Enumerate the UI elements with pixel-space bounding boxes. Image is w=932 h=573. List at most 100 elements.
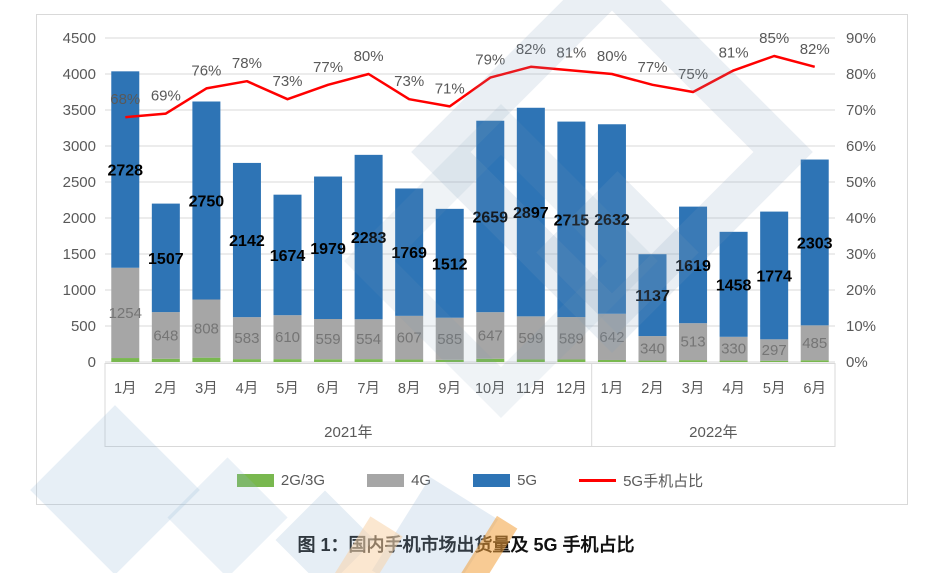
bar-segment-2g3g bbox=[354, 359, 383, 362]
legend-item-4g: 4G bbox=[367, 472, 431, 489]
bar-value-label-5g: 2283 bbox=[351, 230, 387, 247]
bar-segment-4g bbox=[232, 317, 261, 360]
bar-value-label-4g: 607 bbox=[397, 330, 422, 347]
bar-segment-2g3g bbox=[800, 360, 829, 362]
legend-label-2g3g: 2G/3G bbox=[280, 471, 326, 489]
axis-tick-label-left: 500 bbox=[71, 318, 96, 335]
bar-segment-5g bbox=[719, 231, 748, 337]
bar-segment-5g bbox=[435, 208, 464, 318]
axis-tick-label-left: 2500 bbox=[63, 174, 96, 191]
bar-segment-4g bbox=[516, 316, 545, 360]
x-axis-month-label: 3月 bbox=[195, 381, 218, 397]
bar-value-label-4g: 808 bbox=[194, 321, 219, 338]
axis-tick-label-left: 3500 bbox=[63, 102, 96, 119]
bar-segment-2g3g bbox=[111, 358, 140, 362]
bar-value-label-4g: 642 bbox=[599, 329, 624, 346]
bar-value-label-5g: 1507 bbox=[148, 251, 184, 268]
axis-tick-label-left: 0 bbox=[88, 354, 96, 371]
bar-value-label-5g: 2659 bbox=[472, 209, 508, 226]
bar-value-label-4g: 554 bbox=[356, 331, 381, 348]
bar-segment-5g bbox=[395, 188, 424, 316]
axis-tick-label-right: 60% bbox=[846, 138, 876, 155]
bar-segment-2g3g bbox=[516, 359, 545, 362]
bar-segment-2g3g bbox=[232, 359, 261, 362]
line-point-label: 71% bbox=[435, 80, 465, 97]
line-point-label: 80% bbox=[354, 48, 384, 65]
legend-label-5g: 5G bbox=[517, 471, 538, 489]
legend-item-5g-share: 5G手机占比 bbox=[579, 470, 703, 491]
line-point-label: 80% bbox=[597, 48, 627, 65]
line-point-label: 82% bbox=[516, 41, 546, 58]
bar-segment-2g3g bbox=[273, 359, 302, 362]
bar-value-label-4g: 599 bbox=[518, 330, 543, 347]
bar-value-label-5g: 1619 bbox=[675, 258, 711, 275]
bar-value-label-4g: 583 bbox=[234, 330, 259, 347]
legend-label-4g: 4G bbox=[411, 471, 432, 489]
bar-segment-2g3g bbox=[192, 357, 221, 362]
axis-tick-label-right: 90% bbox=[846, 30, 876, 47]
line-point-label: 81% bbox=[719, 44, 749, 61]
bar-segment-4g bbox=[800, 325, 829, 361]
axis-tick-label-left: 2000 bbox=[63, 210, 96, 227]
bar-segment-5g bbox=[597, 124, 626, 314]
bar-segment-4g bbox=[719, 336, 748, 361]
bar-segment-4g bbox=[314, 319, 343, 360]
x-axis-month-label: 2月 bbox=[641, 381, 664, 397]
bar-value-label-5g: 2715 bbox=[554, 212, 590, 229]
x-axis-month-label: 9月 bbox=[438, 381, 461, 397]
x-axis-month-label: 10月 bbox=[475, 381, 506, 397]
x-axis-year-label: 2022年 bbox=[689, 424, 737, 441]
line-5g-share bbox=[125, 54, 816, 119]
bar-segment-4g bbox=[395, 315, 424, 360]
bar-value-label-5g: 1769 bbox=[391, 245, 427, 262]
line-point-label: 73% bbox=[394, 73, 424, 90]
line-point-label: 73% bbox=[272, 73, 302, 90]
x-axis-month-label: 12月 bbox=[556, 381, 587, 397]
bar-segment-5g bbox=[111, 71, 140, 268]
axis-tick-label-left: 4500 bbox=[63, 30, 96, 47]
bar-value-label-5g: 2632 bbox=[594, 212, 630, 229]
bar-segment-5g bbox=[557, 121, 586, 318]
axis-tick-label-right: 0% bbox=[846, 354, 868, 371]
bar-segment-4g bbox=[192, 299, 221, 358]
axis-tick-label-left: 3000 bbox=[63, 138, 96, 155]
bar-value-label-5g: 2142 bbox=[229, 233, 265, 250]
axis-tick-label-left: 1500 bbox=[63, 246, 96, 263]
bar-segment-2g3g bbox=[476, 358, 505, 362]
bar-segment-2g3g bbox=[638, 360, 667, 362]
axis-tick-label-left: 4000 bbox=[63, 66, 96, 83]
bar-segment-4g bbox=[557, 317, 586, 360]
x-axis-month-label: 6月 bbox=[317, 381, 340, 397]
bar-segment-5g bbox=[760, 211, 789, 340]
bar-segment-4g bbox=[476, 312, 505, 359]
bar-segment-5g bbox=[354, 154, 383, 320]
legend-label-5g-share: 5G手机占比 bbox=[623, 472, 704, 490]
x-axis-month-label: 3月 bbox=[682, 381, 705, 397]
legend-swatch-5g bbox=[473, 473, 511, 487]
bar-value-label-4g: 513 bbox=[681, 334, 706, 351]
bar-segment-4g bbox=[638, 336, 667, 361]
bar-segment-2g3g bbox=[760, 360, 789, 362]
legend-item-2g3g: 2G/3G bbox=[236, 471, 326, 489]
axis-tick-label-right: 40% bbox=[846, 210, 876, 227]
bar-segment-2g3g bbox=[557, 359, 586, 362]
axis-tick-label-right: 80% bbox=[846, 66, 876, 83]
bar-segment-5g bbox=[314, 176, 343, 320]
bar-segment-5g bbox=[232, 162, 261, 318]
x-axis-month-label: 8月 bbox=[398, 381, 421, 397]
bar-segment-5g bbox=[192, 101, 221, 300]
chart-legend: 2G/3G 4G 5G 5G手机占比 bbox=[105, 469, 835, 491]
axis-tick-label-right: 70% bbox=[846, 102, 876, 119]
bar-value-label-4g: 485 bbox=[802, 335, 827, 352]
line-point-label: 82% bbox=[800, 41, 830, 58]
bar-segment-2g3g bbox=[597, 359, 626, 362]
bar-value-label-4g: 330 bbox=[721, 341, 746, 358]
bar-value-label-4g: 610 bbox=[275, 329, 300, 346]
bar-segment-4g bbox=[679, 323, 708, 361]
bar-value-label-5g: 1458 bbox=[716, 277, 752, 294]
axis-tick-label-right: 20% bbox=[846, 282, 876, 299]
legend-swatch-2g3g bbox=[236, 473, 274, 487]
bar-segment-4g bbox=[354, 319, 383, 360]
chart-area-border bbox=[36, 14, 908, 505]
bar-value-label-4g: 647 bbox=[478, 327, 503, 344]
